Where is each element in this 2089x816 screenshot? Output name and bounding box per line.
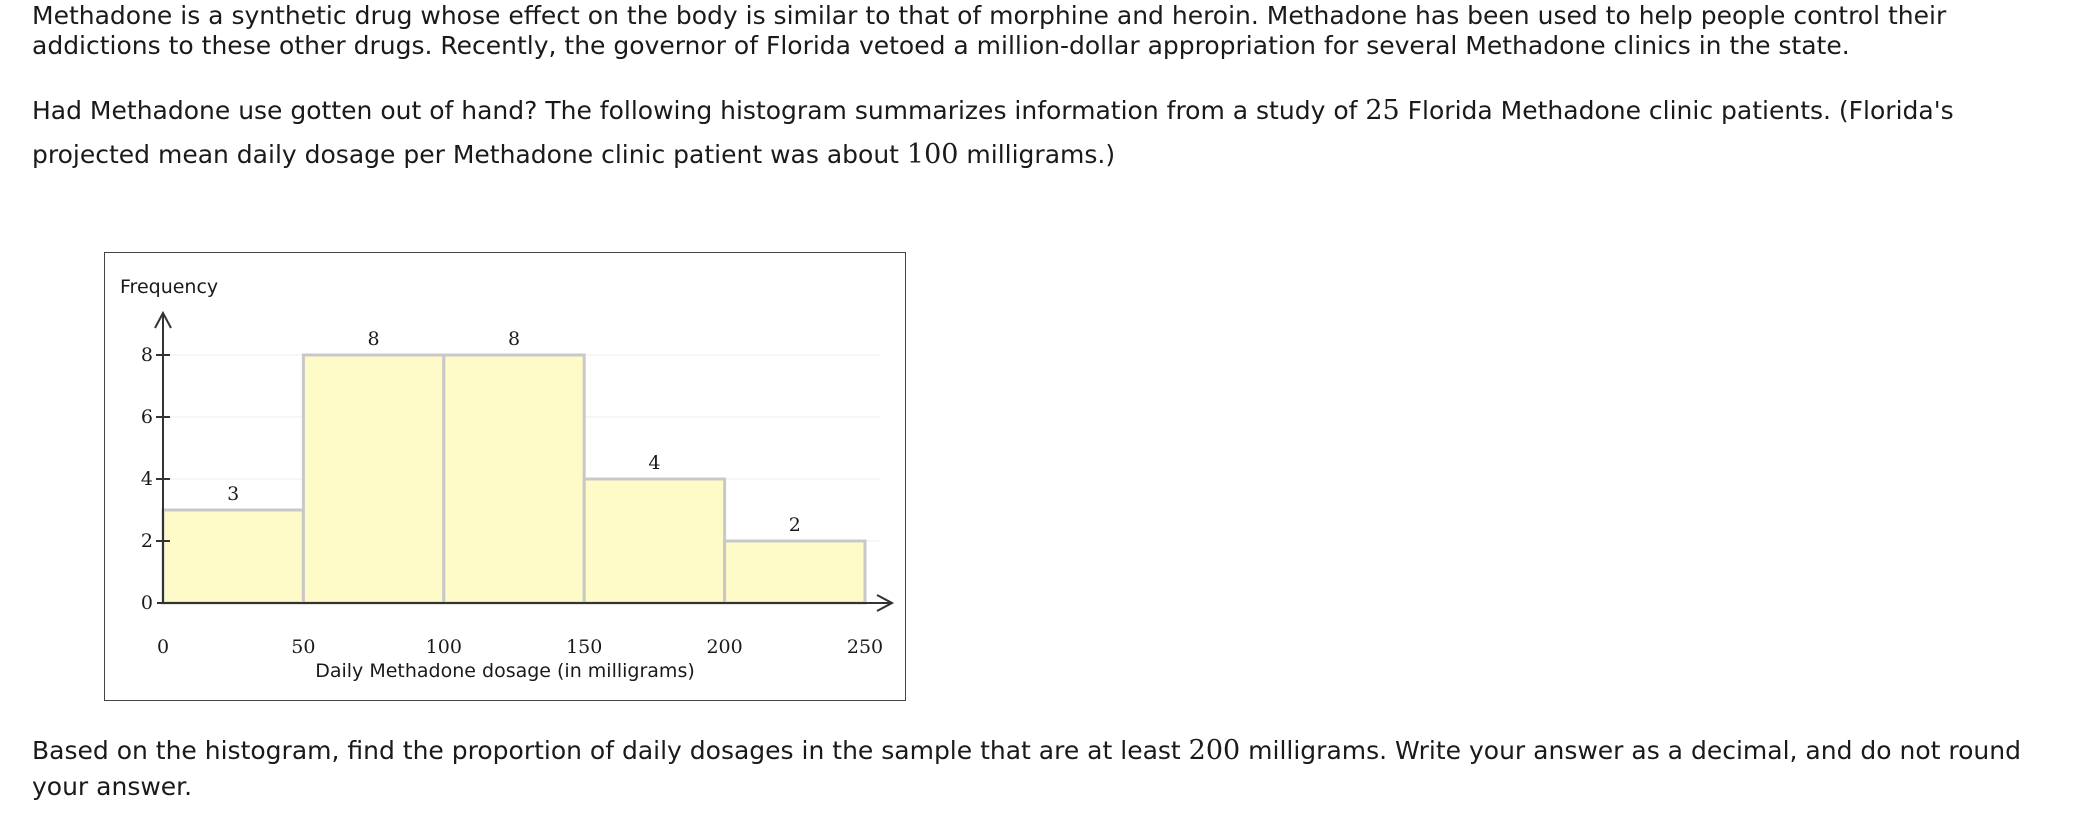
intro-line-1: Methadone is a synthetic drug whose effe… bbox=[32, 1, 1947, 30]
x-axis-title: Daily Methadone dosage (in milligrams) bbox=[315, 660, 695, 682]
tick-layer: 0 2 4 6 8 0 50 100 150 200 250 bbox=[141, 344, 883, 658]
histogram-chart: Frequency Daily Methadone dosage (in mil… bbox=[104, 252, 906, 701]
bar-100-150 bbox=[442, 353, 586, 605]
y-tick-label-8: 8 bbox=[141, 344, 153, 366]
y-axis-title: Frequency bbox=[120, 276, 218, 298]
task-paragraph: Based on the histogram, find the proport… bbox=[32, 733, 2082, 805]
question-text-2: Florida Methadone clinic patients. (Flor… bbox=[1399, 96, 1954, 125]
threshold-value: 200 bbox=[1188, 735, 1241, 766]
label-layer: 3 8 8 4 2 bbox=[227, 328, 801, 536]
bar-0-50 bbox=[161, 508, 305, 605]
sample-size: 25 bbox=[1365, 95, 1400, 126]
bar-150-200 bbox=[582, 477, 727, 605]
y-tick-label-2: 2 bbox=[141, 530, 153, 552]
mean-dose: 100 bbox=[906, 139, 959, 170]
y-tick-label-6: 6 bbox=[141, 406, 153, 428]
x-tick-label-100: 100 bbox=[426, 636, 462, 658]
data-label-0-50: 3 bbox=[227, 483, 239, 505]
x-tick-label-200: 200 bbox=[706, 636, 742, 658]
data-label-200-250: 2 bbox=[789, 514, 801, 536]
task-text-1: Based on the histogram, find the proport… bbox=[32, 736, 1189, 765]
question-text-1: Had Methadone use gotten out of hand? Th… bbox=[32, 96, 1366, 125]
histogram-svg: Frequency Daily Methadone dosage (in mil… bbox=[120, 276, 895, 682]
y-tick-label-4: 4 bbox=[141, 468, 153, 490]
intro-paragraph: Methadone is a synthetic drug whose effe… bbox=[32, 1, 2062, 61]
question-text-3: projected mean daily dosage per Methadon… bbox=[32, 140, 907, 169]
intro-line-2: addictions to these other drugs. Recentl… bbox=[32, 31, 1850, 60]
x-axis-arrow bbox=[876, 594, 895, 612]
bar-50-100 bbox=[301, 353, 446, 605]
question-text-4: milligrams.) bbox=[958, 140, 1116, 169]
y-tick-label-0: 0 bbox=[141, 592, 153, 614]
y-axis-arrow bbox=[154, 310, 172, 329]
data-label-100-150: 8 bbox=[508, 328, 520, 350]
data-label-50-100: 8 bbox=[368, 328, 380, 350]
task-text-3: your answer. bbox=[32, 772, 193, 801]
x-tick-label-150: 150 bbox=[566, 636, 602, 658]
bar-200-250 bbox=[723, 539, 867, 605]
axis-layer: Frequency Daily Methadone dosage (in mil… bbox=[120, 276, 895, 682]
x-tick-label-50: 50 bbox=[291, 636, 315, 658]
data-label-150-200: 4 bbox=[648, 452, 660, 474]
task-text-2: milligrams. Write your answer as a decim… bbox=[1240, 736, 2021, 765]
question-paragraph: Had Methadone use gotten out of hand? Th… bbox=[32, 89, 2062, 177]
x-tick-label-250: 250 bbox=[847, 636, 883, 658]
x-tick-label-0: 0 bbox=[157, 636, 169, 658]
